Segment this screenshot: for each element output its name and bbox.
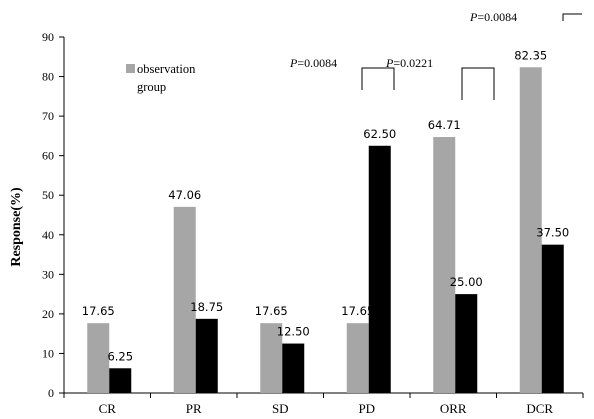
data-label: 47.06 [168,188,201,202]
value-labels: 17.65 47.06 17.65 17.65 64.71 82.35 6.25 18.75 1… [82,48,569,363]
bar-control [282,343,305,393]
data-label: 12.50 [277,325,310,339]
data-label: 17.65 [255,304,288,318]
bar-control [455,294,478,393]
p-value: =0.0084 [297,56,337,70]
data-label: 64.71 [428,118,461,132]
y-ticks: 0 10 20 30 40 50 60 70 80 90 [42,30,64,400]
y-tick-label: 70 [42,109,54,123]
bar-control [195,318,218,393]
x-tick-label: CR [99,401,117,416]
bar-observation [519,67,542,393]
p-bracket [361,67,395,90]
legend: observation group [126,62,196,94]
p-value: =0.0084 [477,10,517,24]
data-label: 17.65 [341,304,374,318]
x-tick-label: SD [272,401,289,416]
p-value: =0.0221 [393,56,433,70]
p-bracket [461,67,495,100]
data-label: 25.00 [450,275,483,289]
data-label: 6.25 [107,349,133,363]
p-bracket [562,13,582,21]
bars [87,67,564,393]
y-tick-label: 90 [42,30,54,44]
bar-control [541,244,564,393]
y-tick-label: 60 [42,149,54,163]
y-tick-label: 50 [42,188,54,202]
x-tick-label: PR [186,401,202,416]
bar-observation [173,206,196,393]
legend-label-line1: observation [137,62,196,76]
bar-observation [433,137,456,393]
y-tick-label: 30 [42,267,54,281]
y-tick-label: 40 [42,228,54,242]
bar-control [109,368,132,393]
p-symbol: P [385,56,394,70]
data-label: 37.50 [536,226,569,240]
data-label: 82.35 [514,48,547,62]
legend-swatch-observation [126,64,135,73]
legend-label-line2: group [137,80,166,94]
p-value-label: P=0.0084 [469,10,517,24]
bar-observation [260,323,283,393]
x-tick-label: DCR [526,401,553,416]
p-symbol: P [469,10,478,24]
bar-control [368,145,391,393]
y-tick-label: 10 [42,346,54,360]
data-label: 18.75 [190,300,223,314]
p-symbol: P [289,56,298,70]
p-value-label: P=0.0221 [385,56,433,70]
x-tick-label: ORR [440,401,467,416]
data-label: 62.50 [363,127,396,141]
category-labels: CR PR SD PD ORR DCR [63,393,584,416]
p-value-label: P=0.0084 [289,56,337,70]
y-tick-label: 20 [42,307,54,321]
y-tick-label: 0 [48,386,54,400]
x-tick-label: PD [358,401,375,416]
y-axis-label: Response(%) [9,187,24,267]
bar-observation [87,323,110,393]
y-tick-label: 80 [42,70,54,84]
bar-observation [346,323,369,393]
data-label: 17.65 [82,304,115,318]
